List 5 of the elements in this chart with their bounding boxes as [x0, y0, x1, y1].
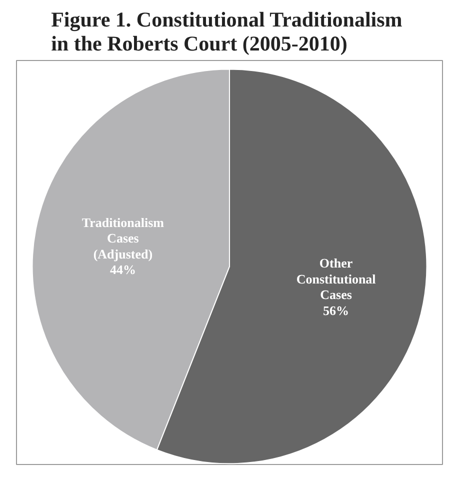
slice-label: Other Constitutional Cases [296, 256, 376, 302]
slice-label: Traditionalism Cases (Adjusted) [82, 214, 164, 262]
data-label: 44% [110, 262, 136, 278]
data-label: 56% [323, 302, 350, 318]
chart-title: Figure 1. Constitutional Traditionalism in the Roberts Court (2005-2010) [51, 8, 403, 56]
